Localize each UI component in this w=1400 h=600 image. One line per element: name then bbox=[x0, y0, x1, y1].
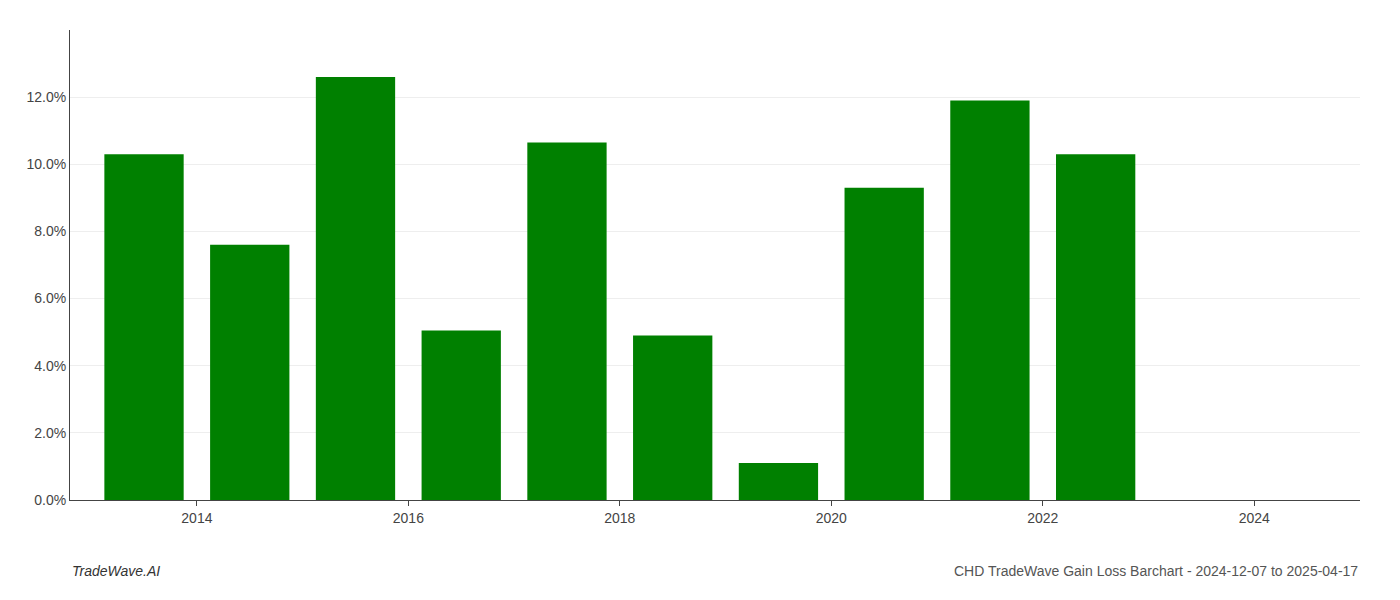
svg-text:0.0%: 0.0% bbox=[34, 492, 66, 508]
svg-text:2022: 2022 bbox=[1027, 510, 1058, 526]
svg-text:12.0%: 12.0% bbox=[26, 89, 66, 105]
svg-text:6.0%: 6.0% bbox=[34, 290, 66, 306]
svg-text:CHD TradeWave Gain Loss Barcha: CHD TradeWave Gain Loss Barchart - 2024-… bbox=[954, 563, 1358, 579]
svg-text:2016: 2016 bbox=[393, 510, 424, 526]
svg-text:8.0%: 8.0% bbox=[34, 223, 66, 239]
svg-text:10.0%: 10.0% bbox=[26, 156, 66, 172]
svg-text:4.0%: 4.0% bbox=[34, 358, 66, 374]
svg-text:2020: 2020 bbox=[816, 510, 847, 526]
svg-text:TradeWave.AI: TradeWave.AI bbox=[72, 563, 160, 579]
svg-text:2018: 2018 bbox=[604, 510, 635, 526]
svg-text:2.0%: 2.0% bbox=[34, 425, 66, 441]
svg-text:2014: 2014 bbox=[181, 510, 212, 526]
svg-text:2024: 2024 bbox=[1239, 510, 1270, 526]
